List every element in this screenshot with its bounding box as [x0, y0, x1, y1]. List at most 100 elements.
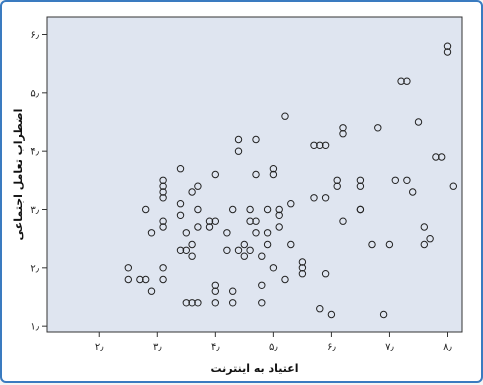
data-point [182, 299, 191, 307]
data-point [420, 223, 428, 231]
y-tick-label: ۴٫ [30, 147, 39, 158]
data-point [234, 135, 243, 144]
data-point [124, 264, 133, 272]
data-point [188, 240, 196, 249]
data-point [252, 135, 260, 144]
data-point [356, 182, 365, 190]
data-point [374, 124, 382, 132]
data-point [159, 176, 167, 185]
data-point [385, 240, 394, 249]
data-point [403, 176, 411, 185]
x-tick-label: ۲٫ [95, 342, 104, 353]
y-tick-label: ۱٫ [30, 322, 39, 333]
data-point [275, 223, 283, 231]
data-point [339, 217, 347, 225]
data-point [234, 147, 243, 155]
data-point [194, 299, 202, 307]
data-point [159, 223, 167, 231]
data-point [176, 200, 185, 208]
data-point [240, 240, 249, 249]
data-point [403, 77, 411, 85]
data-point [194, 205, 202, 214]
data-point [287, 200, 295, 208]
data-point [188, 299, 196, 307]
data-point [211, 217, 220, 225]
data-point [159, 194, 167, 202]
x-tick-label: ۴٫ [211, 342, 220, 353]
y-tick-label: ۲٫ [30, 263, 39, 274]
data-point [379, 310, 388, 319]
data-point [321, 141, 330, 150]
data-point [269, 165, 278, 173]
x-tick-label: ۳٫ [153, 342, 162, 353]
data-point [159, 217, 167, 225]
data-point [188, 188, 196, 196]
data-point [194, 182, 202, 190]
data-point [269, 264, 278, 272]
data-point [246, 246, 254, 255]
scatter-points [124, 42, 457, 319]
data-point [333, 182, 341, 190]
data-point [263, 205, 272, 214]
data-point [142, 275, 150, 284]
data-point [223, 246, 231, 255]
data-point [246, 205, 254, 214]
plot-area [46, 16, 463, 333]
data-point [142, 205, 150, 214]
data-point [269, 170, 278, 179]
data-point [194, 223, 202, 231]
data-point [426, 235, 434, 243]
data-point [316, 141, 324, 150]
data-point [159, 182, 167, 190]
data-point [223, 229, 231, 237]
y-axis-title: اضطراب تعامل اجتماعی [12, 109, 25, 241]
data-point [356, 176, 365, 185]
data-point [182, 229, 191, 237]
data-point [310, 194, 318, 202]
data-point [159, 188, 167, 196]
data-point [327, 310, 336, 319]
data-point [240, 252, 249, 260]
x-tick-label: ۸٫ [443, 342, 452, 353]
data-point [339, 130, 347, 138]
data-point [287, 240, 295, 249]
data-point [321, 270, 330, 278]
data-point [136, 275, 144, 284]
data-point [409, 188, 417, 196]
data-point [124, 275, 133, 284]
data-point [443, 42, 452, 50]
data-point [258, 252, 266, 260]
y-tick-label: ۵٫ [30, 88, 39, 99]
data-point [252, 217, 260, 225]
data-point [159, 275, 167, 284]
data-point [443, 48, 452, 56]
data-point [246, 217, 254, 225]
y-axis: ۱٫ ۲٫ ۳٫ ۴٫ ۵٫ ۶٫ [30, 30, 47, 333]
data-point [205, 223, 214, 231]
data-point [449, 182, 457, 190]
data-point [229, 205, 237, 214]
data-point [258, 281, 266, 289]
data-point [310, 141, 318, 150]
data-point [263, 229, 272, 237]
x-axis: ۲٫ ۳٫ ۴٫ ۵٫ ۶٫ ۷٫ ۸٫ [95, 332, 452, 353]
data-point [333, 176, 341, 185]
data-point [432, 153, 440, 161]
data-point [205, 217, 214, 225]
data-point [275, 205, 283, 214]
data-point [211, 299, 220, 307]
data-point [397, 77, 405, 85]
data-point [234, 246, 243, 255]
data-point [339, 124, 347, 132]
data-point [321, 194, 330, 202]
data-point [147, 229, 156, 237]
data-point [258, 299, 266, 307]
x-tick-label: ۵٫ [269, 342, 278, 353]
data-point [211, 287, 220, 295]
data-point [281, 112, 289, 120]
data-point [229, 299, 237, 307]
data-point [316, 305, 324, 313]
data-point [263, 240, 272, 249]
